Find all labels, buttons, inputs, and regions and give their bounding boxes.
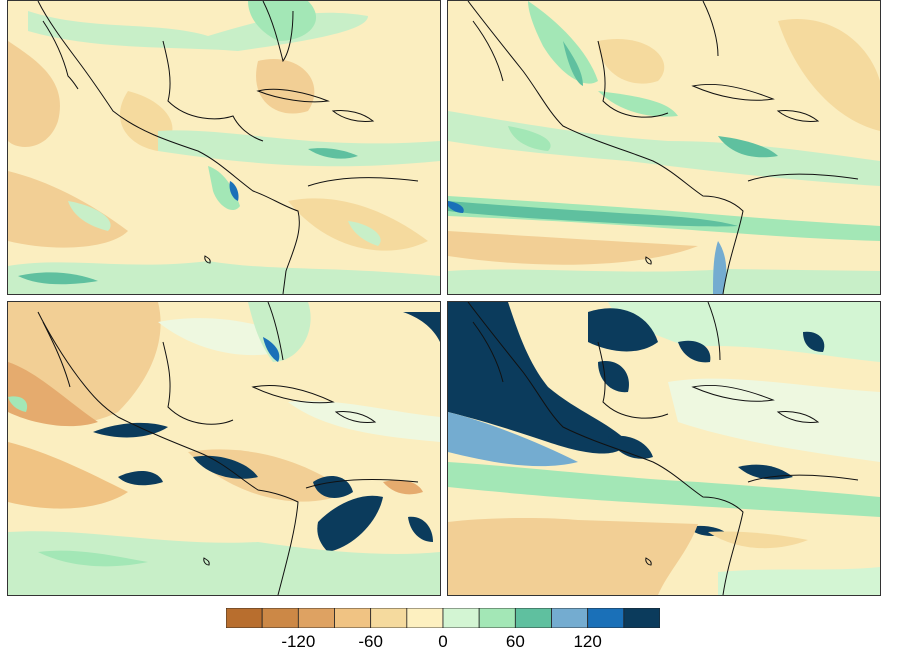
colorbar-swatch — [478, 608, 516, 628]
colorbar-swatch — [261, 608, 299, 628]
colorbar-swatch — [334, 608, 372, 628]
colorbar-swatch — [406, 608, 444, 628]
map-top-right-svg — [448, 1, 880, 294]
map-panel-bottom-right — [447, 301, 881, 596]
colorbar-tick-label: 0 — [438, 632, 448, 651]
map-panel-bottom-left — [7, 301, 441, 596]
colorbar-swatch — [442, 608, 480, 628]
colorbar-swatch — [587, 608, 625, 628]
colorbar-swatch — [551, 608, 589, 628]
colorbar-swatch — [226, 608, 263, 628]
colorbar-swatch — [514, 608, 552, 628]
map-bottom-right-svg — [448, 302, 880, 595]
colorbar-swatch — [623, 608, 660, 628]
colorbar-tick-label: -120 — [281, 632, 316, 651]
map-panel-top-left — [7, 0, 441, 295]
colorbar — [226, 608, 660, 628]
colorbar-tick-label: 60 — [505, 632, 525, 651]
map-top-left-svg — [8, 1, 440, 294]
colorbar-swatch — [297, 608, 335, 628]
colorbar-tick-label: 120 — [573, 632, 602, 651]
colorbar-swatch — [370, 608, 408, 628]
map-bottom-left-svg — [8, 302, 440, 595]
colorbar-tick-label: -60 — [358, 632, 383, 651]
map-panel-top-right — [447, 0, 881, 295]
